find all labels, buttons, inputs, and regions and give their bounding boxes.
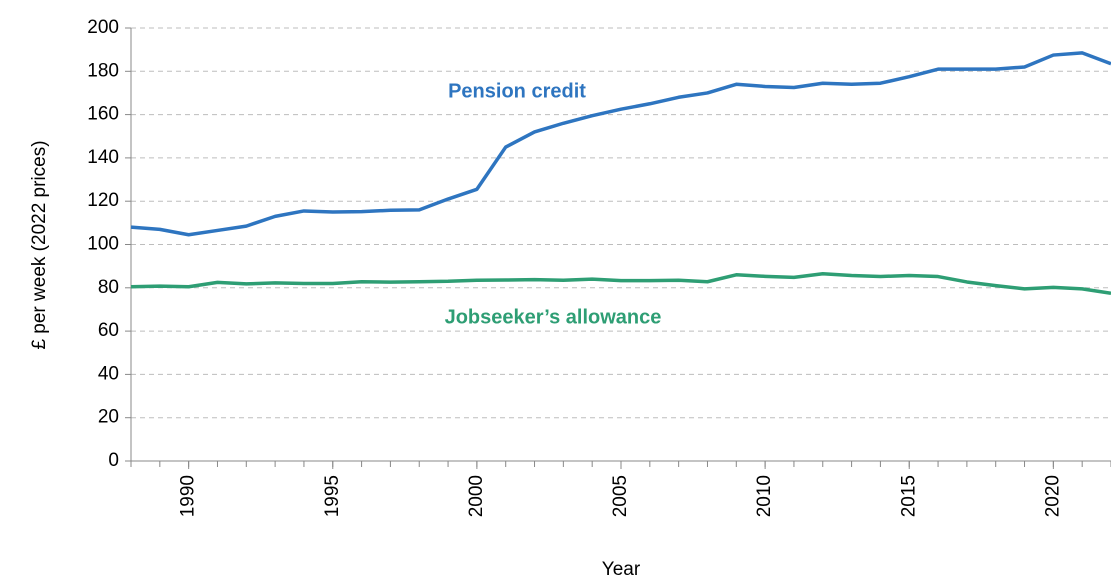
- x-tick-label: 2015: [898, 475, 919, 517]
- x-tick-label: 2005: [610, 475, 631, 517]
- y-tick-label: 80: [98, 277, 119, 298]
- y-tick-label: 120: [87, 190, 119, 211]
- y-tick-label: 60: [98, 320, 119, 341]
- series-label: Pension credit: [448, 80, 586, 102]
- series-label: Jobseeker’s allowance: [445, 306, 662, 328]
- x-tick-label: 1995: [322, 475, 343, 517]
- y-tick-label: 20: [98, 407, 119, 428]
- x-axis-label: Year: [602, 559, 641, 580]
- x-tick-label: 2000: [466, 475, 487, 517]
- y-tick-label: 180: [87, 60, 119, 81]
- y-tick-label: 40: [98, 363, 119, 384]
- y-axis-label: £ per week (2022 prices): [29, 140, 50, 349]
- x-tick-label: 1990: [178, 475, 199, 517]
- series-line: [130, 51, 1111, 237]
- x-tick-label: 2010: [754, 475, 775, 517]
- y-tick-label: 100: [87, 234, 119, 255]
- y-tick-label: 140: [87, 147, 119, 168]
- y-tick-label: 0: [108, 450, 119, 471]
- y-tick-label: 200: [87, 17, 119, 38]
- series-line: [130, 271, 1111, 295]
- x-tick-label: 2020: [1042, 475, 1063, 517]
- y-tick-label: 160: [87, 104, 119, 125]
